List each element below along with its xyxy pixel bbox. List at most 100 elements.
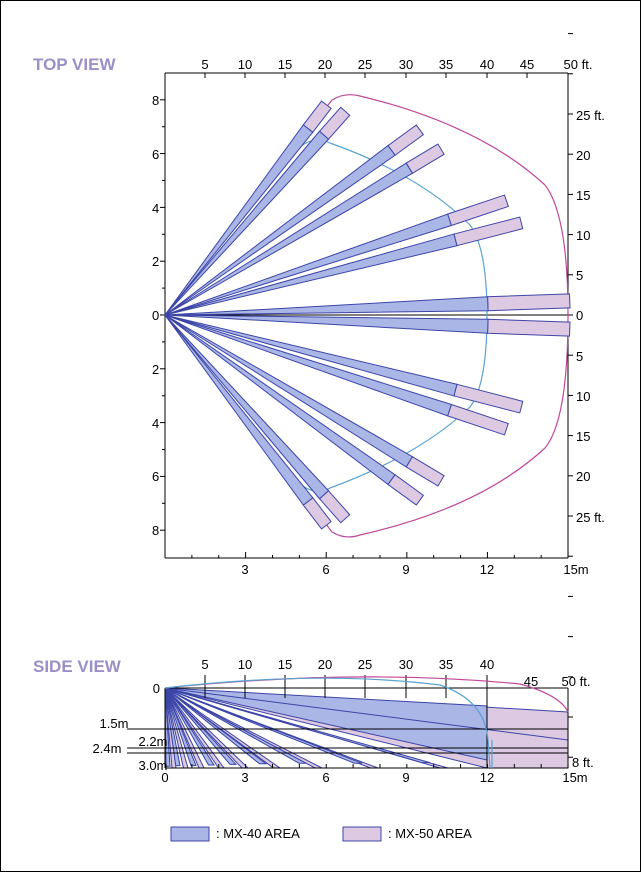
- ft-tick-label: 30: [399, 657, 413, 672]
- mx40-beam: [164, 233, 458, 316]
- height-label: 0: [153, 681, 160, 696]
- m-tick-label: 2: [152, 362, 159, 377]
- ft-tick-label: 0: [576, 308, 583, 323]
- top-view-title: TOP VIEW: [33, 55, 116, 74]
- m-tick-label: 0: [152, 308, 159, 323]
- mx50-beam: [446, 194, 509, 227]
- height-label: 3.0m: [139, 758, 168, 773]
- mx40-beam: [164, 687, 215, 766]
- ft-tick-label: 20: [318, 57, 332, 72]
- m-tick-label: 12: [480, 770, 494, 785]
- mx40-beam: [164, 296, 489, 316]
- m-tick-label: 6: [152, 469, 159, 484]
- ft-tick-label: 25 ft.: [576, 108, 605, 123]
- mx50-outline: [164, 94, 569, 538]
- ft-tick-label: 45: [520, 57, 534, 72]
- ft-tick-label: 40: [480, 657, 494, 672]
- m-tick-label: 4: [152, 416, 159, 431]
- beam-center-line: [164, 687, 569, 741]
- m-tick-label: 6: [152, 147, 159, 162]
- m-tick-label: 9: [402, 770, 409, 785]
- mx50-beam: [387, 474, 425, 506]
- mx40-beam: [164, 124, 314, 316]
- ft-tick-label: 10: [238, 57, 252, 72]
- ft-tick-label: 5: [576, 349, 583, 364]
- height-label: 2.2m: [139, 734, 168, 749]
- mx40-beam: [164, 687, 268, 765]
- legend: : MX-40 AREA : MX-50 AREA: [170, 826, 472, 842]
- mx50-beam: [487, 318, 571, 337]
- top-view-ticks: [160, 33, 573, 758]
- top-view-m-left-labels: 8 6 4 2 0 2 4 6 8: [152, 93, 159, 538]
- height-label: 1.5m: [100, 716, 129, 731]
- mx40-beam: [164, 314, 458, 397]
- mx40-beam: [164, 314, 396, 486]
- m-tick-label: 0: [161, 770, 168, 785]
- ft-tick-label: 10: [576, 389, 590, 404]
- mx50-legend-swatch: [342, 826, 382, 842]
- ft-tick-label: 5: [201, 57, 208, 72]
- mx40-beam: [164, 314, 330, 500]
- mx40-beam: [164, 144, 396, 316]
- ft-tick-label: 25: [358, 657, 372, 672]
- side-view-title: SIDE VIEW: [33, 657, 122, 676]
- mx40-beam: [164, 687, 363, 764]
- top-view-m-bottom-labels: 3 6 9 12 15m: [241, 562, 588, 577]
- mx40-outline: [164, 139, 488, 492]
- mx40-beam: [164, 162, 414, 316]
- ft-tick-label: 15: [576, 429, 590, 444]
- ft-tick-label: 20: [576, 148, 590, 163]
- ft-tick-label: 30: [399, 57, 413, 72]
- m-tick-label: 3: [241, 770, 248, 785]
- top-view-ft-right-labels: 25 ft. 20 15 10 5 0 5 10 15 20 25 ft.: [576, 108, 605, 525]
- mx40-beam: [164, 687, 238, 765]
- ft-tick-label: 20: [576, 469, 590, 484]
- m-tick-label: 2: [152, 254, 159, 269]
- mx50-beam: [405, 455, 445, 487]
- mx50-beam: [446, 403, 509, 436]
- side-view-ft-top-labels: 5 10 15 20 25 30 35 40 45 50 ft.: [201, 657, 590, 689]
- mx40-beam: [164, 213, 453, 316]
- ft-tick-label: 10: [576, 228, 590, 243]
- m-tick-label: 9: [402, 562, 409, 577]
- ft-tick-label: 20: [318, 657, 332, 672]
- mx50-beam: [387, 124, 425, 156]
- mx40-beam: [164, 130, 330, 316]
- mx50-beam: [487, 293, 571, 312]
- m-tick-label: 6: [322, 770, 329, 785]
- mx50-legend-label: : MX-50 AREA: [388, 826, 472, 841]
- m-tick-label: 15m: [562, 770, 587, 785]
- side-view-right-label: 8 ft.: [572, 755, 594, 770]
- mx40-beam: [164, 687, 307, 764]
- mx40-beam: [164, 314, 414, 468]
- mx50-beam: [405, 143, 445, 175]
- top-view-axes: [160, 33, 573, 758]
- m-tick-label: 6: [322, 562, 329, 577]
- ft-tick-label: 15: [278, 657, 292, 672]
- m-tick-label: 3: [241, 562, 248, 577]
- ft-tick-label: 25 ft.: [576, 510, 605, 525]
- ft-tick-label: 25: [358, 57, 372, 72]
- ft-tick-label: 5: [576, 268, 583, 283]
- mx40-beam: [164, 314, 453, 417]
- ft-tick-label: 45: [524, 674, 538, 689]
- height-label: 2.4m: [93, 741, 122, 756]
- m-tick-label: 4: [152, 201, 159, 216]
- mx40-beam: [164, 687, 431, 764]
- mx40-beam: [164, 314, 489, 334]
- m-tick-label: 8: [152, 523, 159, 538]
- mx40-beam: [164, 314, 314, 506]
- top-view-beams: [164, 100, 571, 530]
- mx40-legend-label: : MX-40 AREA: [216, 826, 300, 841]
- ft-tick-label: 15: [576, 188, 590, 203]
- mx40-beam: [164, 687, 197, 767]
- side-view-m-bottom-labels: 0 3 6 9 12 15m: [161, 770, 587, 785]
- ft-tick-label: 50 ft.: [564, 57, 593, 72]
- ft-tick-label: 50 ft.: [562, 674, 591, 689]
- mx40-legend-swatch: [170, 826, 210, 842]
- m-tick-label: 12: [480, 562, 494, 577]
- side-mx40-outline: [164, 677, 493, 769]
- ft-tick-label: 35: [439, 657, 453, 672]
- side-view-beams: [164, 687, 569, 769]
